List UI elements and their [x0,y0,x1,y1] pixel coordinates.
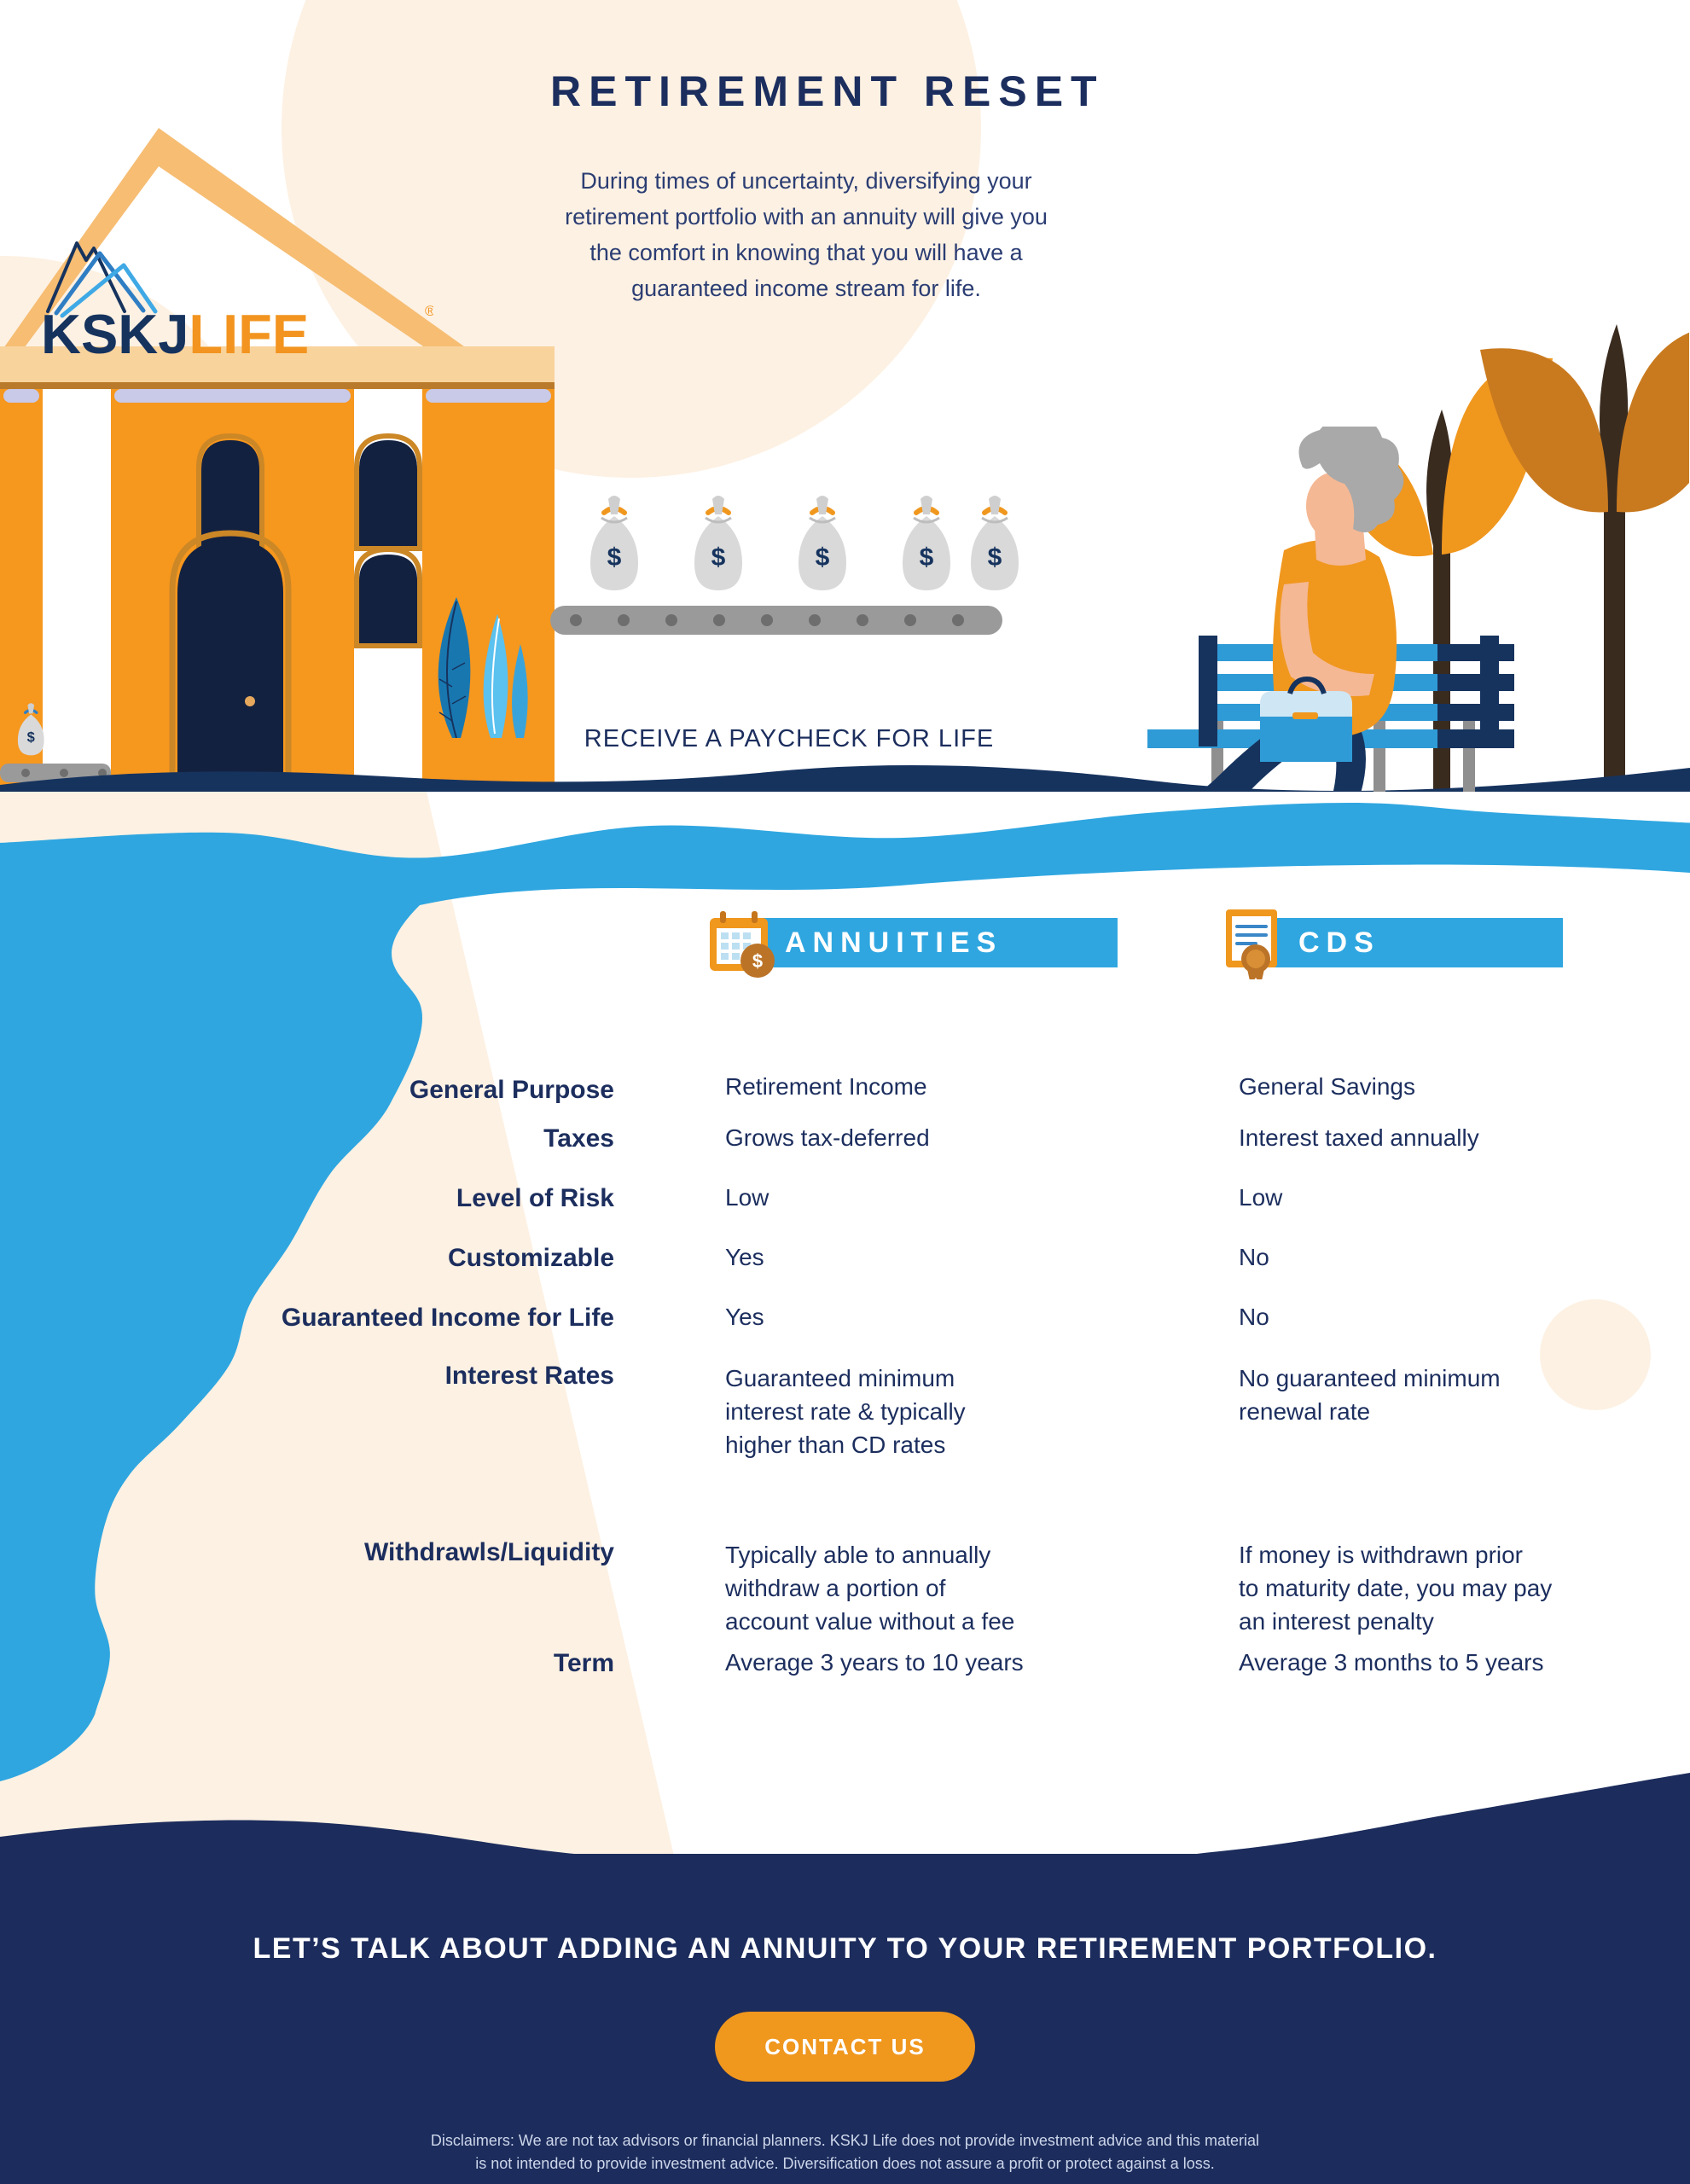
svg-text:$: $ [752,950,763,972]
svg-text:$: $ [816,543,830,572]
svg-text:$: $ [607,543,622,572]
svg-text:$: $ [27,729,35,745]
svg-text:KSKJLIFE: KSKJLIFE [41,303,309,363]
svg-text:®: ® [425,303,433,319]
svg-text:$: $ [711,543,726,572]
svg-text:$: $ [988,543,1002,572]
svg-text:$: $ [920,543,934,572]
